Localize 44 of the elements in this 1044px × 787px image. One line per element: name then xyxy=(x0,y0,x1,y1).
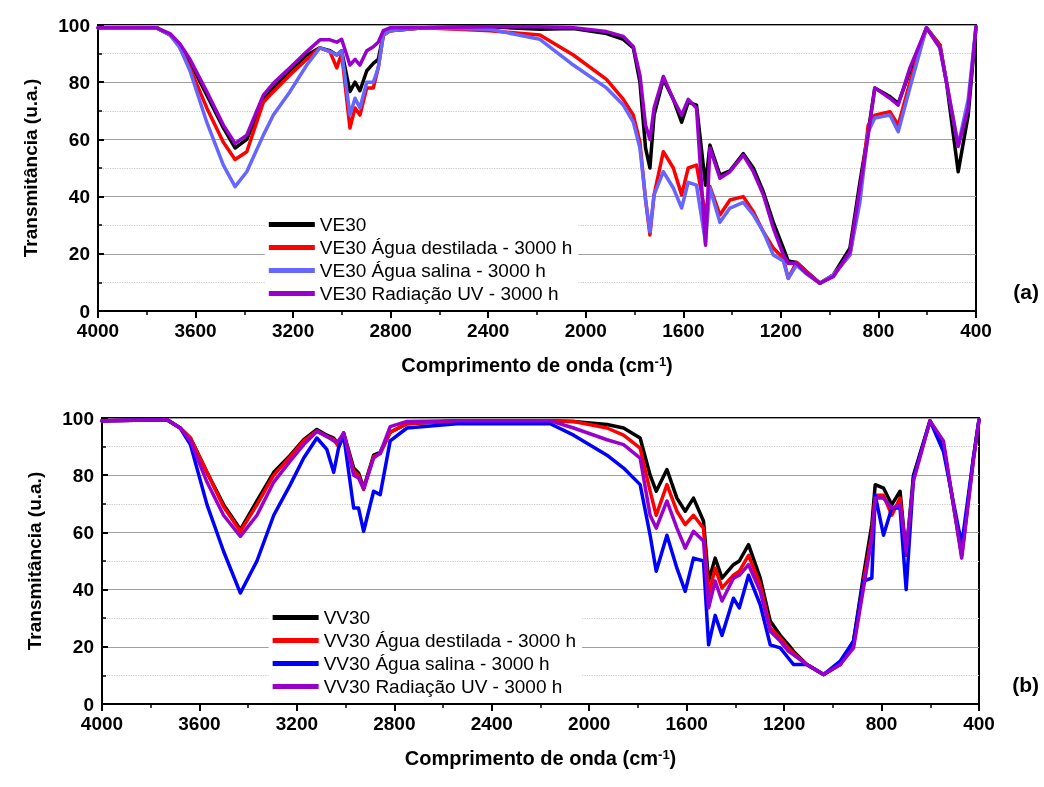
x-tick-label: 800 xyxy=(862,320,895,341)
x-tick-label: 3200 xyxy=(275,713,319,734)
y-tick-label: 0 xyxy=(83,693,94,715)
x-tick-label: 1600 xyxy=(665,713,708,734)
legend-label: VE30 Água destilada - 3000 h xyxy=(319,237,573,258)
x-tick-label: 3600 xyxy=(178,713,221,734)
x-tick-label: 4000 xyxy=(76,320,120,341)
x-tick-label: 400 xyxy=(960,320,992,341)
x-tick-label: 2800 xyxy=(369,320,412,341)
y-tick-label: 20 xyxy=(68,243,90,265)
x-tick-label: 800 xyxy=(865,713,898,734)
y-axis-title: Transmitância (u.a.) xyxy=(20,78,41,258)
y-tick-label: 40 xyxy=(72,579,94,601)
legend-label: VE30 Radiação UV - 3000 h xyxy=(319,283,559,304)
x-tick-label: 2800 xyxy=(373,713,416,734)
legend-label: VV30 Água destilada - 3000 h xyxy=(323,630,577,651)
y-tick-label: 0 xyxy=(79,300,90,322)
x-tick-label: 3600 xyxy=(174,320,217,341)
legend-label: VV30 xyxy=(323,607,371,628)
y-tick-label: 60 xyxy=(72,521,94,543)
x-tick-label: 2400 xyxy=(467,320,510,341)
y-tick-label: 80 xyxy=(68,71,90,93)
y-tick-label: 100 xyxy=(62,407,94,429)
x-tick-label: 3200 xyxy=(271,320,315,341)
text: (a) xyxy=(1013,280,1040,303)
legend-label: VV30 Radiação UV - 3000 h xyxy=(323,676,563,697)
legend-label: VV30 Água salina - 3000 h xyxy=(323,653,550,674)
y-tick-label: 80 xyxy=(72,464,94,486)
x-tick-label: 1200 xyxy=(762,713,806,734)
y-tick-label: 40 xyxy=(68,186,90,208)
y-tick-label: 20 xyxy=(72,636,94,658)
x-tick-label: 2000 xyxy=(568,713,611,734)
x-tick-label: 1600 xyxy=(662,320,705,341)
y-axis-title: Transmitância (u.a.) xyxy=(24,471,45,651)
x-tick-label: 2400 xyxy=(470,713,513,734)
legend-label: VE30 xyxy=(319,214,367,235)
y-tick-label: 60 xyxy=(68,128,90,150)
legend-label: VE30 Água salina - 3000 h xyxy=(319,260,546,281)
x-tick-label: 4000 xyxy=(80,713,124,734)
x-tick-label: 1200 xyxy=(759,320,803,341)
x-tick-label: 2000 xyxy=(564,320,607,341)
x-tick-label: 400 xyxy=(963,713,995,734)
y-tick-label: 100 xyxy=(58,14,90,36)
text: (b) xyxy=(1012,673,1040,696)
